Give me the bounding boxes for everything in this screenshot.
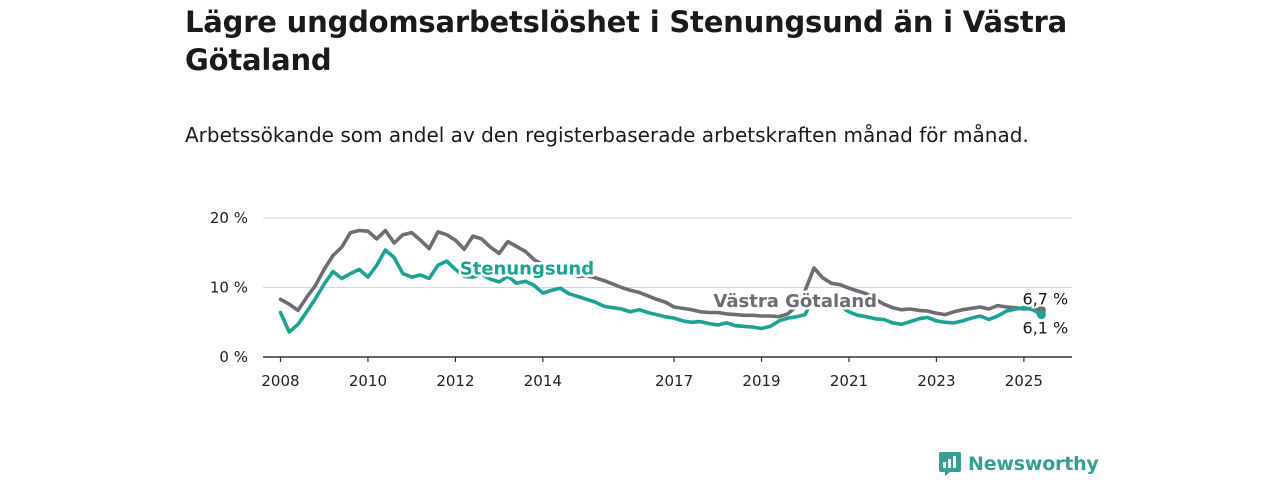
x-tick-label: 2012	[436, 372, 474, 390]
x-tick-label: 2008	[261, 372, 299, 390]
x-tick-label: 2019	[742, 372, 780, 390]
y-tick-label: 20 %	[210, 209, 248, 227]
series-label-stenungsund: Stenungsund	[460, 258, 594, 279]
x-tick-label: 2025	[1005, 372, 1043, 390]
newsworthy-brand[interactable]: Newsworthy	[938, 450, 1099, 478]
x-tick-label: 2023	[917, 372, 955, 390]
brand-name: Newsworthy	[968, 453, 1099, 475]
series-end-point-stenungsund	[1036, 310, 1046, 320]
y-tick-label: 10 %	[210, 279, 248, 297]
x-tick-label: 2021	[830, 372, 868, 390]
chart-title: Lägre ungdomsarbetslöshet i Stenungsund …	[185, 5, 1068, 77]
x-tick-label: 2010	[349, 372, 387, 390]
newsworthy-logo-icon	[939, 452, 961, 476]
chart-subtitle: Arbetssökande som andel av den registerb…	[185, 123, 1029, 147]
end-value-label-stenungsund: 6,1 %	[1023, 319, 1069, 338]
end-value-label-vastra-gotaland: 6,7 %	[1023, 289, 1069, 308]
series-line-stenungsund	[278, 248, 1044, 334]
y-tick-label: 0 %	[219, 348, 248, 366]
series-label-vastra-gotaland: Västra Götaland	[713, 291, 877, 312]
x-tick-label: 2014	[524, 372, 562, 390]
series-line-vastra-gotaland	[278, 228, 1044, 319]
x-tick-label: 2017	[655, 372, 693, 390]
